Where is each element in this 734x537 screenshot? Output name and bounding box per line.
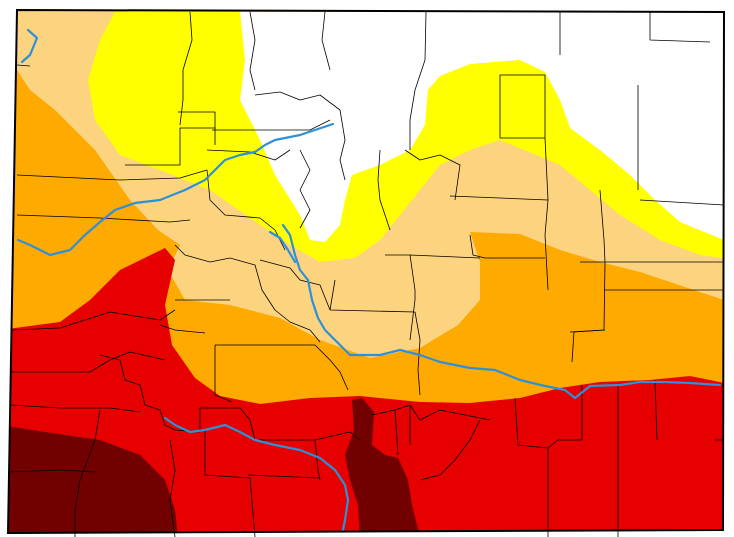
- blue-river-tributary: [268, 230, 297, 264]
- state-outline: [6, 8, 726, 535]
- north-platte-river: [20, 28, 39, 64]
- county-boundaries: [7, 11, 725, 537]
- colorado-river: [16, 122, 335, 257]
- zone-d4-exceptional-south-central: [345, 398, 420, 533]
- zone-none-north-center: [240, 12, 724, 242]
- arkansas-river: [281, 223, 722, 400]
- rio-grande: [163, 416, 350, 532]
- zone-d4-exceptional-southwest: [8, 425, 178, 533]
- rivers: [16, 28, 722, 532]
- zone-d3-extreme: [8, 248, 724, 533]
